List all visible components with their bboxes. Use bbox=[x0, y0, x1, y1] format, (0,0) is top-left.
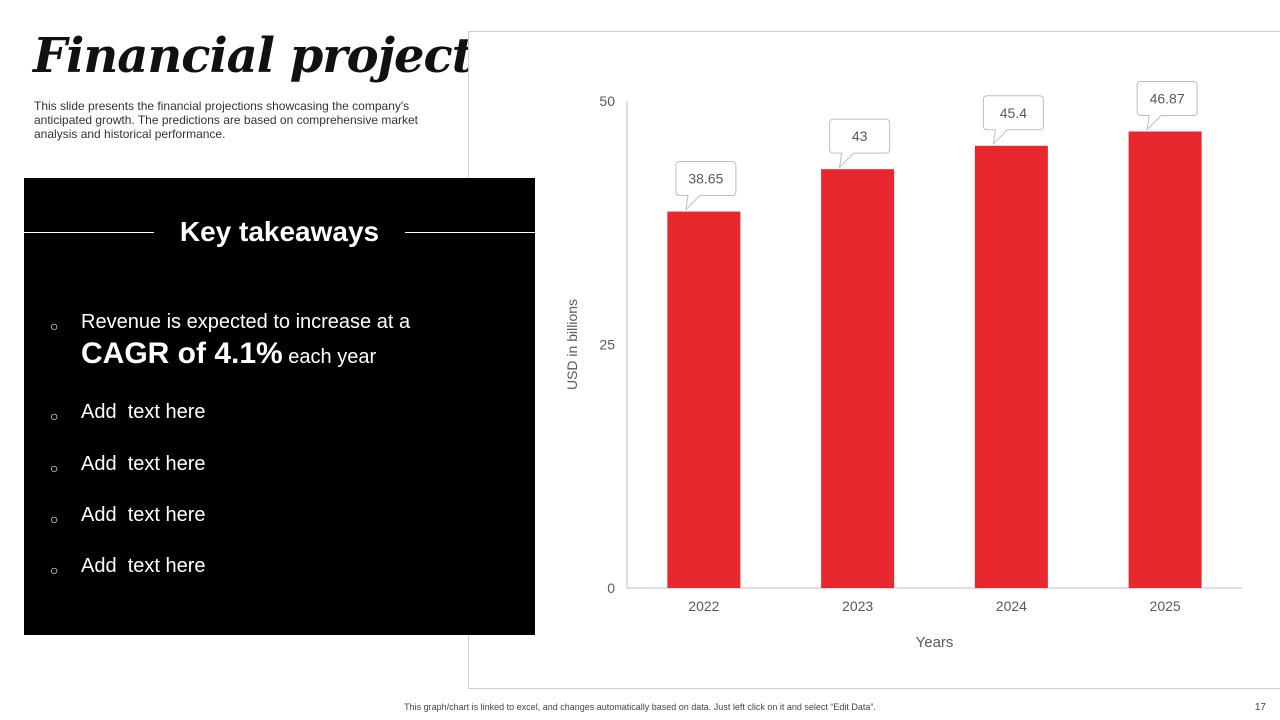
x-tick-label: 2024 bbox=[996, 598, 1027, 614]
data-label-callout bbox=[675, 161, 737, 211]
chart-panel: 0 25 50 2022 38.65 2023 43 2024 45.4 2025 46.87 Yea… bbox=[468, 31, 1280, 689]
bar-2025 bbox=[1128, 131, 1202, 588]
takeaways-heading: Key takeaways bbox=[179, 216, 380, 247]
x-axis-title: Years bbox=[916, 634, 954, 651]
y-tick-label: 25 bbox=[599, 337, 615, 353]
data-label: 38.65 bbox=[688, 171, 723, 187]
x-tick-label: 2023 bbox=[842, 598, 873, 614]
data-label: 45.4 bbox=[1000, 105, 1027, 121]
header-divider-right bbox=[405, 231, 536, 233]
circle-bullet-icon: ○ bbox=[50, 408, 59, 424]
data-label-callout bbox=[829, 118, 891, 169]
x-tick-label: 2025 bbox=[1150, 598, 1181, 614]
takeaway-text: Revenue is expected to increase at a CAG… bbox=[81, 310, 511, 374]
data-label-callout bbox=[982, 95, 1044, 146]
cagr-highlight: CAGR of 4.1% bbox=[81, 337, 283, 370]
circle-bullet-icon: ○ bbox=[50, 318, 59, 334]
takeaway-text-tail: each year bbox=[288, 346, 377, 368]
bar-2024 bbox=[974, 145, 1048, 588]
circle-bullet-icon: ○ bbox=[50, 562, 59, 578]
data-label: 43 bbox=[852, 128, 868, 144]
key-takeaways-panel: Key takeaways ○ Revenue is expected to i… bbox=[24, 178, 536, 635]
takeaway-text-lead: Revenue is expected to increase at a bbox=[81, 311, 411, 333]
data-label-callout bbox=[1136, 80, 1198, 131]
bar-chart[interactable]: 0 25 50 2022 38.65 2023 43 2024 45.4 2025 46.87 Yea… bbox=[469, 32, 1280, 690]
takeaway-text: Add text here bbox=[81, 504, 206, 526]
y-tick-label: 50 bbox=[599, 93, 615, 109]
y-tick-label: 0 bbox=[607, 580, 615, 596]
bar-2023 bbox=[821, 169, 895, 588]
page-subtitle: This slide presents the financial projec… bbox=[34, 99, 418, 141]
y-axis-title: USD in billions bbox=[564, 299, 580, 390]
page-number: 17 bbox=[1254, 702, 1266, 713]
header-divider-left bbox=[24, 231, 154, 233]
takeaway-text: Add text here bbox=[81, 453, 206, 475]
x-tick-label: 2022 bbox=[688, 598, 719, 614]
circle-bullet-icon: ○ bbox=[50, 460, 59, 476]
data-label: 46.87 bbox=[1150, 90, 1185, 106]
footer-note: This graph/chart is linked to excel, and… bbox=[404, 702, 876, 712]
takeaway-text: Add text here bbox=[81, 555, 206, 577]
takeaway-text: Add text here bbox=[81, 401, 206, 423]
circle-bullet-icon: ○ bbox=[50, 511, 59, 527]
bar-2022 bbox=[667, 211, 741, 588]
takeaways-header: Key takeaways bbox=[24, 214, 536, 250]
